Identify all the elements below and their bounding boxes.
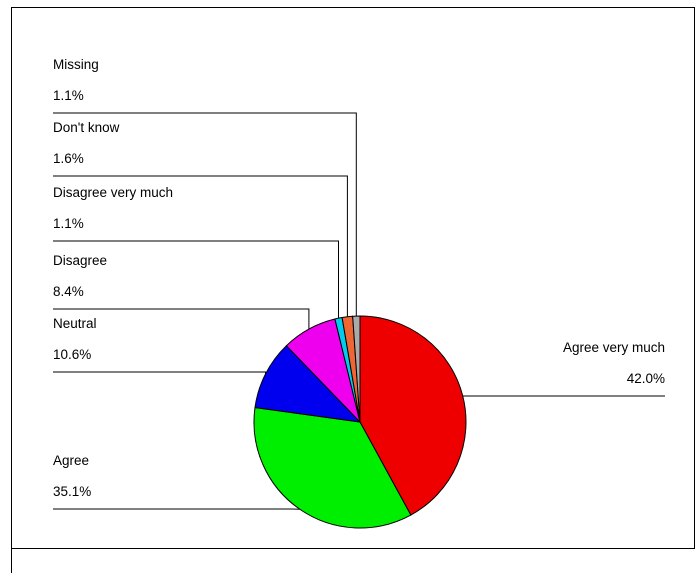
slice-label-disagree-very-much: Disagree very much [53, 185, 173, 200]
chart-frame [11, 7, 695, 573]
slice-label-missing: Missing [53, 57, 99, 72]
slice-label-agree: Agree [53, 453, 89, 468]
chart-frame-bottom-edge [11, 548, 695, 549]
pie-slice-neutral [254, 344, 362, 423]
slice-value-disagree-very-much: 1.1% [53, 216, 84, 231]
slice-value-don-t-know: 1.6% [53, 151, 84, 166]
chart-frame-right-edge [694, 7, 695, 549]
slice-value-agree-very-much: 42.0% [627, 371, 665, 386]
pie-slice-agree [253, 406, 412, 529]
slice-label-agree-very-much: Agree very much [563, 340, 665, 355]
slice-label-neutral: Neutral [53, 316, 97, 331]
leader-line-missing [53, 112, 357, 317]
slice-value-neutral: 10.6% [53, 347, 91, 362]
leader-line-don-t-know [53, 175, 348, 317]
slice-label-disagree: Disagree [53, 253, 107, 268]
leader-line-disagree-very-much [53, 240, 339, 319]
slice-value-missing: 1.1% [53, 88, 84, 103]
pie-slice-agree-very-much [359, 315, 467, 516]
slice-value-agree: 35.1% [53, 484, 91, 499]
leader-line-disagree [53, 308, 310, 330]
leader-line-neutral [53, 371, 266, 374]
slice-value-disagree: 8.4% [53, 284, 84, 299]
slice-label-don-t-know: Don't know [53, 120, 120, 135]
